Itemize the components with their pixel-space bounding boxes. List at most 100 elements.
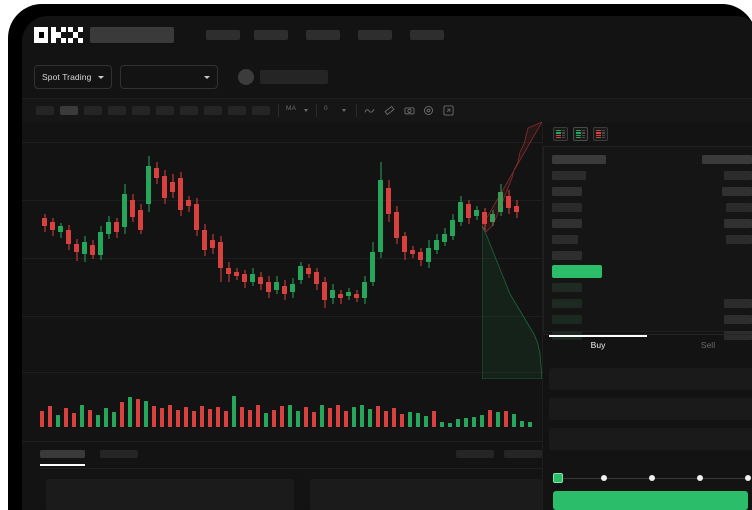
trading-pair-dropdown[interactable] xyxy=(120,65,218,89)
slider-mark-100[interactable] xyxy=(745,475,751,481)
timeframe-button-3[interactable] xyxy=(84,106,102,115)
volume-bar xyxy=(120,402,124,427)
amount-percent-slider[interactable] xyxy=(553,473,751,483)
orderbook-mode-asks-icon[interactable] xyxy=(593,127,608,141)
order-total-field[interactable] xyxy=(549,428,752,450)
volume-bar xyxy=(472,417,476,427)
order-form xyxy=(543,360,752,510)
candle xyxy=(90,240,95,259)
chevron-down-icon[interactable] xyxy=(304,109,308,112)
tab-open-orders[interactable] xyxy=(40,450,85,458)
orderbook-rows[interactable] xyxy=(543,146,752,340)
orderbook-header xyxy=(543,122,752,146)
timeframe-button-7[interactable] xyxy=(180,106,198,115)
candle xyxy=(74,239,79,261)
nav-item-4[interactable] xyxy=(358,30,392,40)
timeframe-button-10[interactable] xyxy=(252,106,270,115)
timeframe-button-2-active[interactable] xyxy=(60,106,78,115)
tab-buy[interactable]: Buy xyxy=(590,340,606,350)
ask-row-price[interactable] xyxy=(552,203,582,212)
bottom-action-1[interactable] xyxy=(456,450,494,458)
timeframe-button-5[interactable] xyxy=(132,106,150,115)
candle xyxy=(474,206,479,220)
active-tab-underline xyxy=(549,335,647,337)
ask-row-price[interactable] xyxy=(552,171,586,180)
ask-row-price[interactable] xyxy=(552,155,606,164)
ask-row-price[interactable] xyxy=(552,251,582,260)
ask-row-size[interactable] xyxy=(702,155,752,164)
buy-sell-tabs: Buy Sell xyxy=(543,334,752,361)
timeframe-button-1[interactable] xyxy=(36,106,54,115)
bid-row-size[interactable] xyxy=(724,315,752,324)
slider-mark-75[interactable] xyxy=(697,475,703,481)
bid-row-price[interactable] xyxy=(552,299,582,308)
search-input[interactable] xyxy=(90,27,174,43)
candle xyxy=(250,268,255,286)
bid-row-price[interactable] xyxy=(552,315,582,324)
ask-row-price[interactable] xyxy=(552,235,578,244)
indicator-label[interactable]: MA xyxy=(286,105,297,112)
nav-item-2[interactable] xyxy=(254,30,288,40)
chevron-down-icon[interactable] xyxy=(342,109,346,112)
bottom-action-2[interactable] xyxy=(504,450,542,458)
nav-item-5[interactable] xyxy=(410,30,444,40)
bid-row-size[interactable] xyxy=(724,299,752,308)
candle xyxy=(506,190,511,214)
volume-bar xyxy=(512,414,516,427)
orders-section xyxy=(22,441,558,510)
price-chart[interactable] xyxy=(22,122,542,379)
okx-logo-icon[interactable] xyxy=(34,27,83,43)
order-amount-field[interactable] xyxy=(549,398,752,420)
slider-handle[interactable] xyxy=(553,473,563,483)
market-type-dropdown[interactable]: Spot Trading xyxy=(34,65,112,89)
slider-mark-50[interactable] xyxy=(649,475,655,481)
volume-bar xyxy=(40,411,44,427)
line-chart-icon[interactable] xyxy=(364,105,375,116)
volume-bar xyxy=(328,408,332,427)
candle xyxy=(154,162,159,184)
submit-order-button[interactable] xyxy=(553,491,748,510)
settings-gear-icon[interactable] xyxy=(423,105,434,116)
fullscreen-icon[interactable] xyxy=(443,105,454,116)
timeframe-button-9[interactable] xyxy=(228,106,246,115)
bid-row-size[interactable] xyxy=(724,331,752,340)
nav-item-3[interactable] xyxy=(306,30,340,40)
ask-row-size[interactable] xyxy=(726,203,752,212)
ask-row-size[interactable] xyxy=(722,187,752,196)
ruler-icon[interactable] xyxy=(384,105,395,116)
volume-bar xyxy=(176,410,180,427)
candle xyxy=(402,232,407,260)
volume-bar xyxy=(480,415,484,427)
volume-bar xyxy=(184,407,188,427)
candle xyxy=(354,290,359,302)
timeframe-button-6[interactable] xyxy=(156,106,174,115)
slider-mark-25[interactable] xyxy=(601,475,607,481)
candle xyxy=(330,284,335,304)
toolbar-divider xyxy=(356,104,357,117)
ask-row-price[interactable] xyxy=(552,219,582,228)
orderbook-mode-bids-icon[interactable] xyxy=(573,127,588,141)
candle xyxy=(298,262,303,284)
tab-sell[interactable]: Sell xyxy=(700,340,716,350)
candle xyxy=(514,200,519,218)
nav-item-1[interactable] xyxy=(206,30,240,40)
ask-row-price[interactable] xyxy=(552,187,582,196)
ask-row-size[interactable] xyxy=(724,171,752,180)
depth-label[interactable]: 0 xyxy=(324,105,328,112)
bid-row-price[interactable] xyxy=(552,283,582,292)
tab-order-history[interactable] xyxy=(100,450,138,458)
volume-bar xyxy=(360,405,364,427)
orderbook-mode-both-icon[interactable] xyxy=(553,127,568,141)
ask-row-size[interactable] xyxy=(724,219,752,228)
candle xyxy=(466,200,471,224)
camera-icon[interactable] xyxy=(404,105,415,116)
order-price-field[interactable] xyxy=(549,368,752,390)
candle xyxy=(378,162,383,258)
volume-bar xyxy=(96,415,100,427)
gridline xyxy=(22,200,542,201)
timeframe-button-4[interactable] xyxy=(108,106,126,115)
ask-row-size[interactable] xyxy=(726,235,752,244)
active-tab-underline xyxy=(40,464,85,466)
gridline xyxy=(22,372,542,373)
timeframe-button-8[interactable] xyxy=(204,106,222,115)
